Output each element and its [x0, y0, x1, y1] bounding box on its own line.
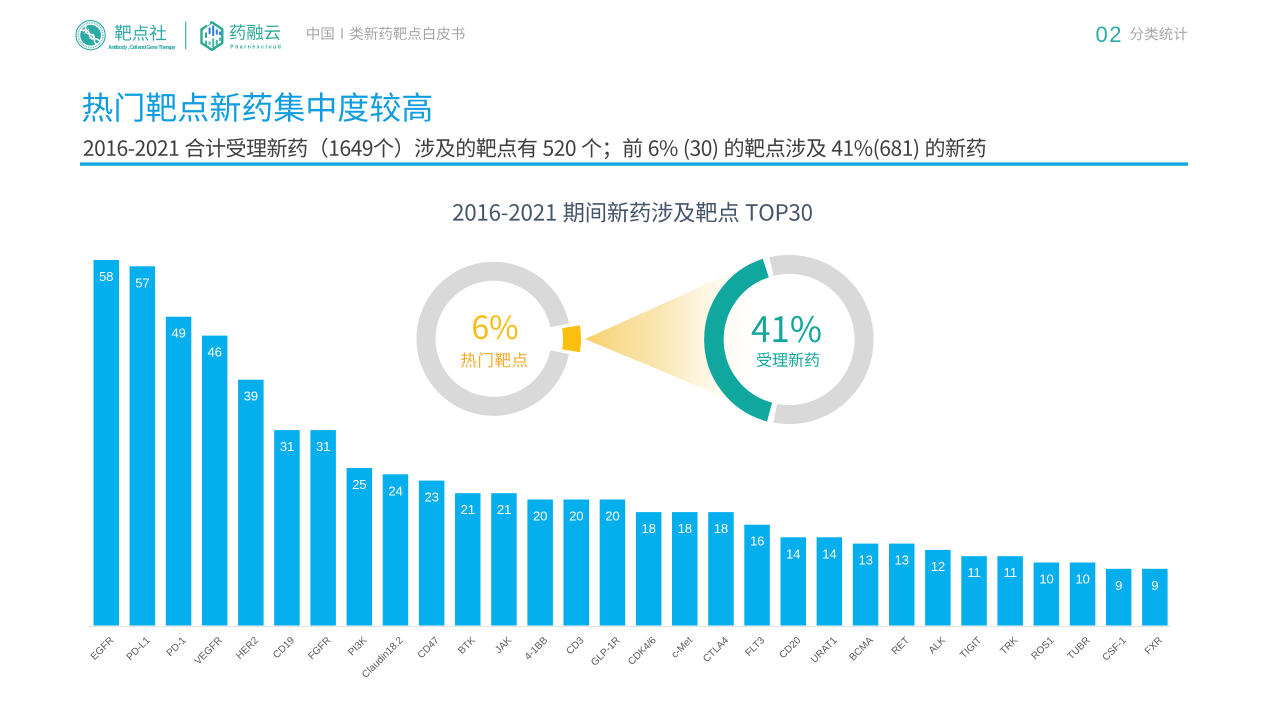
svg-text:10: 10 — [1075, 572, 1089, 587]
svg-text:12: 12 — [931, 559, 945, 574]
svg-text:13: 13 — [895, 553, 909, 568]
svg-text:11: 11 — [1004, 565, 1017, 580]
svg-text:39: 39 — [244, 389, 258, 404]
svg-text:18: 18 — [678, 521, 692, 536]
svg-text:16: 16 — [750, 534, 764, 549]
svg-text:49: 49 — [171, 326, 185, 341]
svg-text:46: 46 — [208, 345, 222, 360]
svg-text:23: 23 — [424, 490, 438, 505]
svg-text:25: 25 — [352, 477, 366, 492]
svg-text:31: 31 — [316, 439, 330, 454]
svg-text:9: 9 — [1115, 578, 1122, 593]
svg-text:18: 18 — [641, 521, 655, 536]
svg-text:20: 20 — [605, 509, 619, 524]
svg-text:Antibody , Cell and Gene Thera: Antibody , Cell and Gene Therapy — [108, 45, 175, 51]
svg-text:20: 20 — [569, 509, 583, 524]
svg-text:13: 13 — [858, 553, 872, 568]
svg-text:14: 14 — [786, 546, 800, 561]
svg-text:20: 20 — [533, 509, 547, 524]
svg-text:21: 21 — [497, 502, 511, 517]
svg-text:10: 10 — [1039, 572, 1053, 587]
svg-text:57: 57 — [135, 275, 149, 290]
svg-text:14: 14 — [822, 546, 836, 561]
svg-text:24: 24 — [388, 483, 402, 498]
svg-text:11: 11 — [967, 565, 980, 580]
svg-text:02: 02 — [1096, 22, 1123, 47]
svg-text:21: 21 — [461, 502, 475, 517]
svg-text:18: 18 — [714, 521, 728, 536]
svg-text:31: 31 — [280, 439, 294, 454]
svg-text:9: 9 — [1151, 578, 1158, 593]
svg-text:58: 58 — [99, 269, 113, 284]
